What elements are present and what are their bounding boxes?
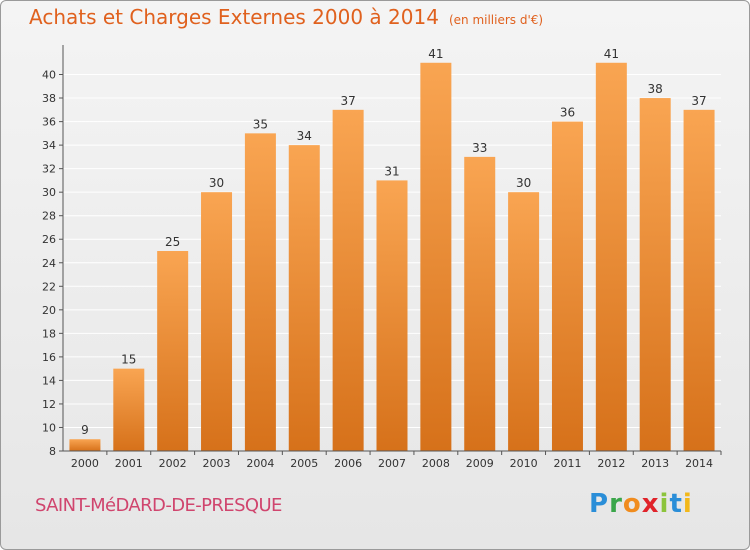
y-tick-label: 16 (42, 351, 56, 364)
y-tick-label: 18 (42, 327, 56, 340)
y-tick-label: 20 (42, 304, 56, 317)
y-tick-label: 28 (42, 210, 56, 223)
bar-2004 (244, 133, 276, 451)
x-tick-label: 2001 (115, 457, 143, 470)
value-label: 36 (560, 106, 575, 120)
y-tick-label: 38 (42, 92, 56, 105)
y-tick-label: 22 (42, 280, 56, 293)
chart-title: Achats et Charges Externes 2000 à 2014 (29, 5, 439, 29)
y-tick-label: 36 (42, 116, 56, 129)
value-label: 37 (340, 94, 355, 108)
x-tick-label: 2010 (510, 457, 538, 470)
x-tick-label: 2000 (71, 457, 99, 470)
bar-2005 (288, 145, 320, 451)
y-tick-label: 24 (42, 257, 56, 270)
proxiti-logo: Proxiti (589, 489, 693, 519)
y-tick-label: 34 (42, 139, 56, 152)
x-tick-label: 2008 (422, 457, 450, 470)
value-label: 41 (604, 47, 619, 61)
bar-2008 (420, 62, 452, 451)
value-label: 30 (209, 176, 224, 190)
bar-2003 (201, 192, 233, 452)
y-tick-label: 10 (42, 421, 56, 434)
x-tick-label: 2012 (597, 457, 625, 470)
value-label: 41 (428, 47, 443, 61)
bars (69, 62, 715, 452)
city-name: SAINT-MéDARD-DE-PRESQUE (35, 495, 282, 516)
y-tick-label: 12 (42, 398, 56, 411)
bar-2014 (683, 109, 715, 451)
bar-2013 (639, 98, 671, 451)
x-tick-label: 2006 (334, 457, 362, 470)
x-tick-label: 2002 (159, 457, 187, 470)
x-tick-label: 2003 (203, 457, 231, 470)
value-label: 33 (472, 141, 487, 155)
x-tick-label: 2005 (290, 457, 318, 470)
y-tick-label: 26 (42, 233, 56, 246)
bar-2000 (69, 439, 101, 451)
y-tick-label: 8 (49, 445, 56, 458)
y-tick-label: 40 (42, 69, 56, 82)
value-label: 37 (691, 94, 706, 108)
x-tick-label: 2007 (378, 457, 406, 470)
bar-2011 (551, 121, 583, 452)
value-label: 25 (165, 235, 180, 249)
y-tick-label: 14 (42, 374, 56, 387)
axes: 8 10 12 14 16 18 20 22 24 26 28 30 32 34 36 38 40 2000 200… (42, 45, 722, 470)
title-block: Achats et Charges Externes 2000 à 2014 (e… (29, 5, 543, 29)
value-label: 9 (81, 423, 89, 437)
value-label: 35 (253, 117, 268, 131)
value-labels: 9 15 25 30 35 34 37 31 41 33 30 36 41 38 37 (81, 47, 707, 437)
bar-2006 (332, 109, 364, 451)
y-tick-label: 32 (42, 163, 56, 176)
value-label: 38 (648, 82, 663, 96)
x-tick-label: 2009 (466, 457, 494, 470)
bar-2002 (157, 251, 189, 451)
value-label: 30 (516, 176, 531, 190)
value-label: 15 (121, 353, 136, 367)
bar-2007 (376, 180, 408, 452)
bar-2012 (595, 62, 627, 451)
x-tick-label: 2011 (553, 457, 581, 470)
value-label: 31 (384, 164, 399, 178)
x-tick-label: 2004 (246, 457, 274, 470)
bar-2009 (464, 156, 496, 451)
x-tick-label: 2013 (641, 457, 669, 470)
bar-2001 (113, 368, 145, 451)
value-label: 34 (297, 129, 312, 143)
y-tick-label: 30 (42, 186, 56, 199)
x-tick-label: 2014 (685, 457, 713, 470)
bar-2010 (508, 192, 540, 452)
chart-subtitle: (en milliers d'€) (448, 13, 544, 27)
